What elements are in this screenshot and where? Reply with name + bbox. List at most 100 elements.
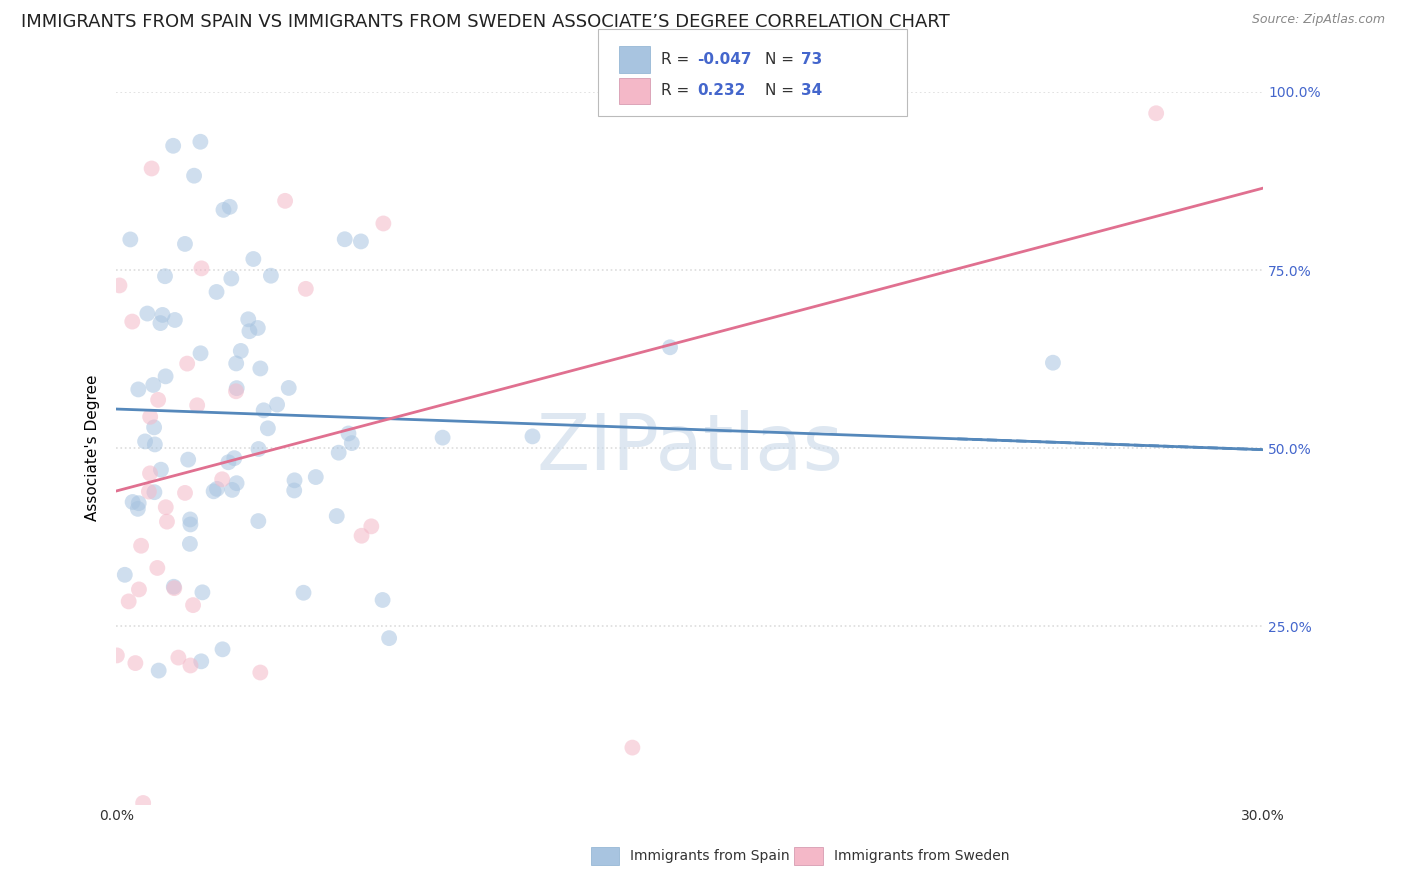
Point (295, 282, 318, 296)
Point (179, 512, 201, 526)
Point (350, 529, 373, 543)
Point (373, 217, 395, 231)
Point (432, 431, 454, 445)
Point (340, 436, 363, 450)
Point (1144, 106, 1167, 120)
Point (179, 517, 201, 532)
Point (153, 269, 176, 284)
Text: 34: 34 (801, 84, 823, 98)
Text: IMMIGRANTS FROM SPAIN VS IMMIGRANTS FROM SWEDEN ASSOCIATE’S DEGREE CORRELATION C: IMMIGRANTS FROM SPAIN VS IMMIGRANTS FROM… (21, 13, 950, 31)
Point (149, 463, 172, 477)
Point (174, 236, 197, 251)
Point (120, 232, 142, 246)
Point (155, 369, 177, 384)
Point (114, 567, 136, 582)
Point (163, 580, 186, 594)
Point (325, 509, 347, 524)
Point (242, 252, 264, 266)
Point (141, 161, 163, 176)
Point (118, 594, 141, 608)
Point (127, 501, 149, 516)
Point (274, 194, 297, 208)
Point (179, 537, 201, 551)
Text: Immigrants from Sweden: Immigrants from Sweden (834, 849, 1010, 863)
Point (142, 378, 165, 392)
Point (283, 473, 305, 487)
Point (191, 585, 214, 599)
Point (247, 442, 270, 456)
Point (163, 313, 186, 327)
Point (211, 642, 233, 657)
Text: R =: R = (661, 53, 695, 67)
Text: 0.232: 0.232 (697, 84, 745, 98)
Point (190, 135, 212, 149)
Point (212, 202, 235, 217)
Point (305, 470, 328, 484)
Point (190, 346, 212, 360)
Point (283, 483, 305, 498)
Text: N =: N = (765, 53, 799, 67)
Point (186, 398, 208, 412)
Point (522, 429, 544, 443)
Point (350, 235, 373, 249)
Text: R =: R = (661, 84, 695, 98)
Point (360, 519, 382, 533)
Point (176, 357, 198, 371)
Y-axis label: Associate's Degree: Associate's Degree (86, 375, 100, 522)
Point (148, 664, 170, 678)
Point (167, 650, 190, 665)
Text: ZIPatlas: ZIPatlas (536, 410, 844, 486)
Point (257, 421, 280, 435)
Point (121, 315, 143, 329)
Point (146, 561, 169, 575)
Point (128, 582, 150, 597)
Point (183, 169, 205, 183)
Point (328, 445, 350, 459)
Point (337, 426, 360, 441)
Point (139, 467, 162, 481)
Point (225, 384, 247, 399)
Point (128, 496, 150, 510)
Text: Immigrants from Spain: Immigrants from Spain (630, 849, 790, 863)
Point (371, 593, 394, 607)
Point (1042, 356, 1064, 370)
Point (238, 324, 260, 338)
Point (156, 515, 179, 529)
Point (132, 796, 155, 810)
Point (211, 472, 233, 486)
Point (292, 586, 315, 600)
Point (205, 285, 228, 299)
Point (260, 268, 283, 283)
Point (659, 340, 682, 354)
Text: N =: N = (765, 84, 799, 98)
Point (333, 232, 356, 246)
Point (155, 500, 177, 515)
Point (174, 486, 197, 500)
Point (121, 495, 143, 509)
Point (108, 278, 131, 293)
Point (225, 476, 247, 491)
Point (143, 485, 166, 500)
Point (163, 581, 186, 595)
Point (127, 383, 149, 397)
Point (266, 398, 288, 412)
Point (378, 631, 401, 645)
Point (205, 482, 228, 496)
Point (249, 361, 271, 376)
Point (179, 658, 201, 673)
Point (181, 598, 204, 612)
Point (162, 138, 184, 153)
Point (246, 321, 269, 335)
Point (134, 434, 156, 449)
Point (139, 409, 162, 424)
Point (138, 484, 160, 499)
Point (225, 381, 247, 395)
Point (143, 420, 166, 434)
Point (124, 656, 146, 670)
Point (224, 451, 246, 466)
Point (190, 261, 212, 276)
Point (238, 312, 260, 326)
Point (247, 514, 270, 528)
Point (190, 654, 212, 668)
Point (218, 200, 240, 214)
